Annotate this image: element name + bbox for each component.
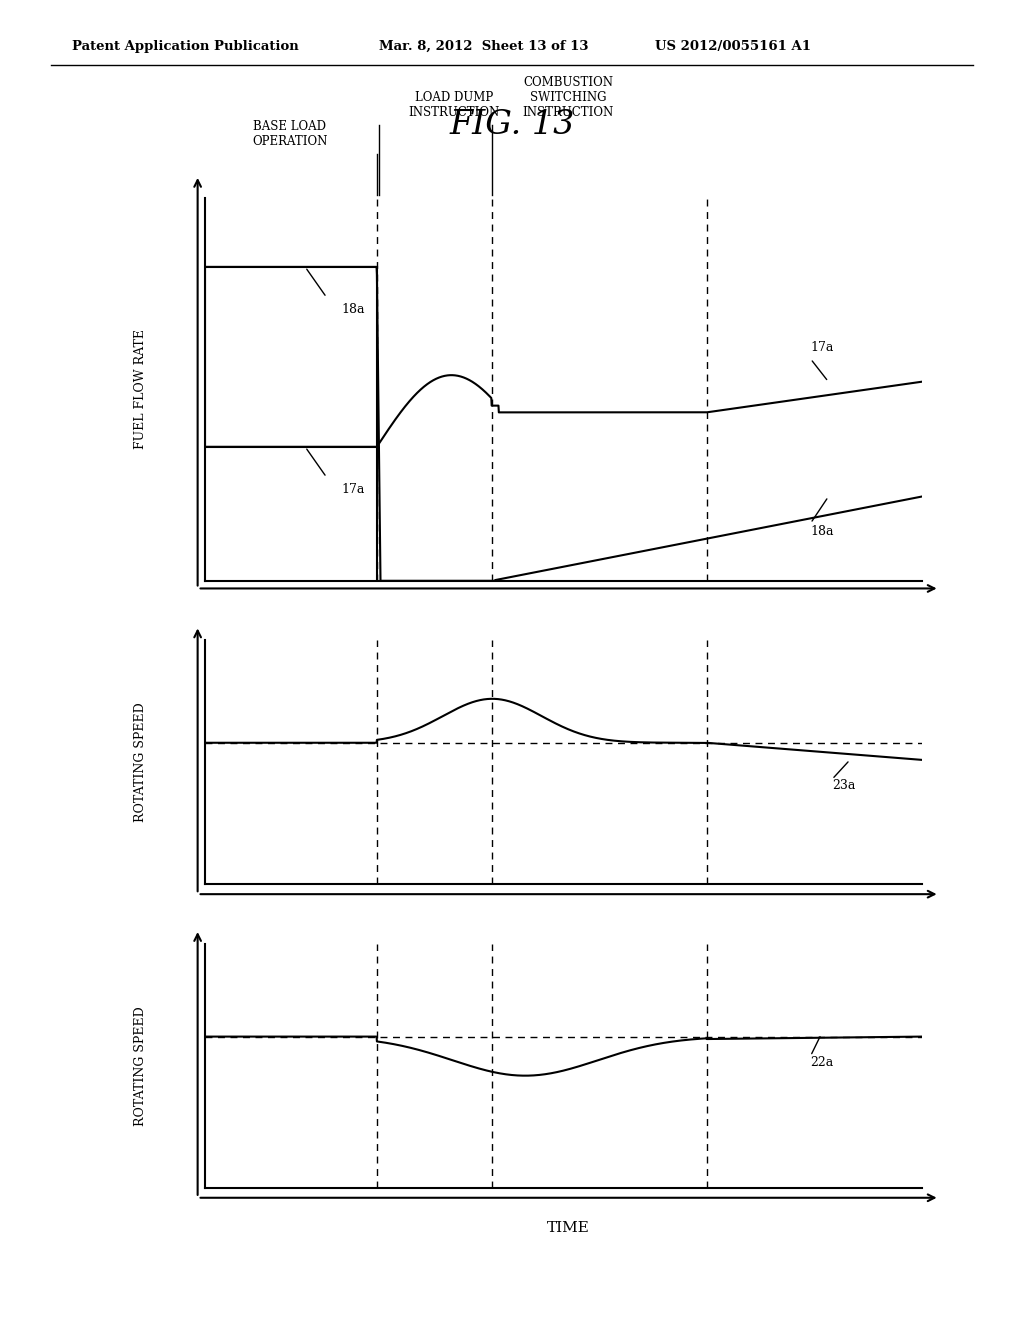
Text: ROTATING SPEED: ROTATING SPEED (134, 702, 146, 822)
Text: 17a: 17a (341, 483, 365, 496)
Text: 18a: 18a (810, 525, 834, 537)
Text: US 2012/0055161 A1: US 2012/0055161 A1 (655, 40, 811, 53)
Text: ROTATING SPEED: ROTATING SPEED (134, 1006, 146, 1126)
Text: LOAD DUMP
INSTRUCTION: LOAD DUMP INSTRUCTION (408, 91, 500, 119)
Text: TIME: TIME (547, 1221, 590, 1234)
Text: 23a: 23a (831, 779, 855, 792)
Text: 22a: 22a (810, 1056, 834, 1069)
Text: Patent Application Publication: Patent Application Publication (72, 40, 298, 53)
Text: 17a: 17a (810, 341, 834, 354)
Text: COMBUSTION
SWITCHING
INSTRUCTION: COMBUSTION SWITCHING INSTRUCTION (522, 75, 614, 119)
Text: 18a: 18a (341, 302, 365, 315)
Text: FUEL FLOW RATE: FUEL FLOW RATE (134, 330, 146, 449)
Text: BASE LOAD
OPERATION: BASE LOAD OPERATION (252, 120, 328, 148)
Text: Mar. 8, 2012  Sheet 13 of 13: Mar. 8, 2012 Sheet 13 of 13 (379, 40, 589, 53)
Text: FIG. 13: FIG. 13 (450, 110, 574, 141)
